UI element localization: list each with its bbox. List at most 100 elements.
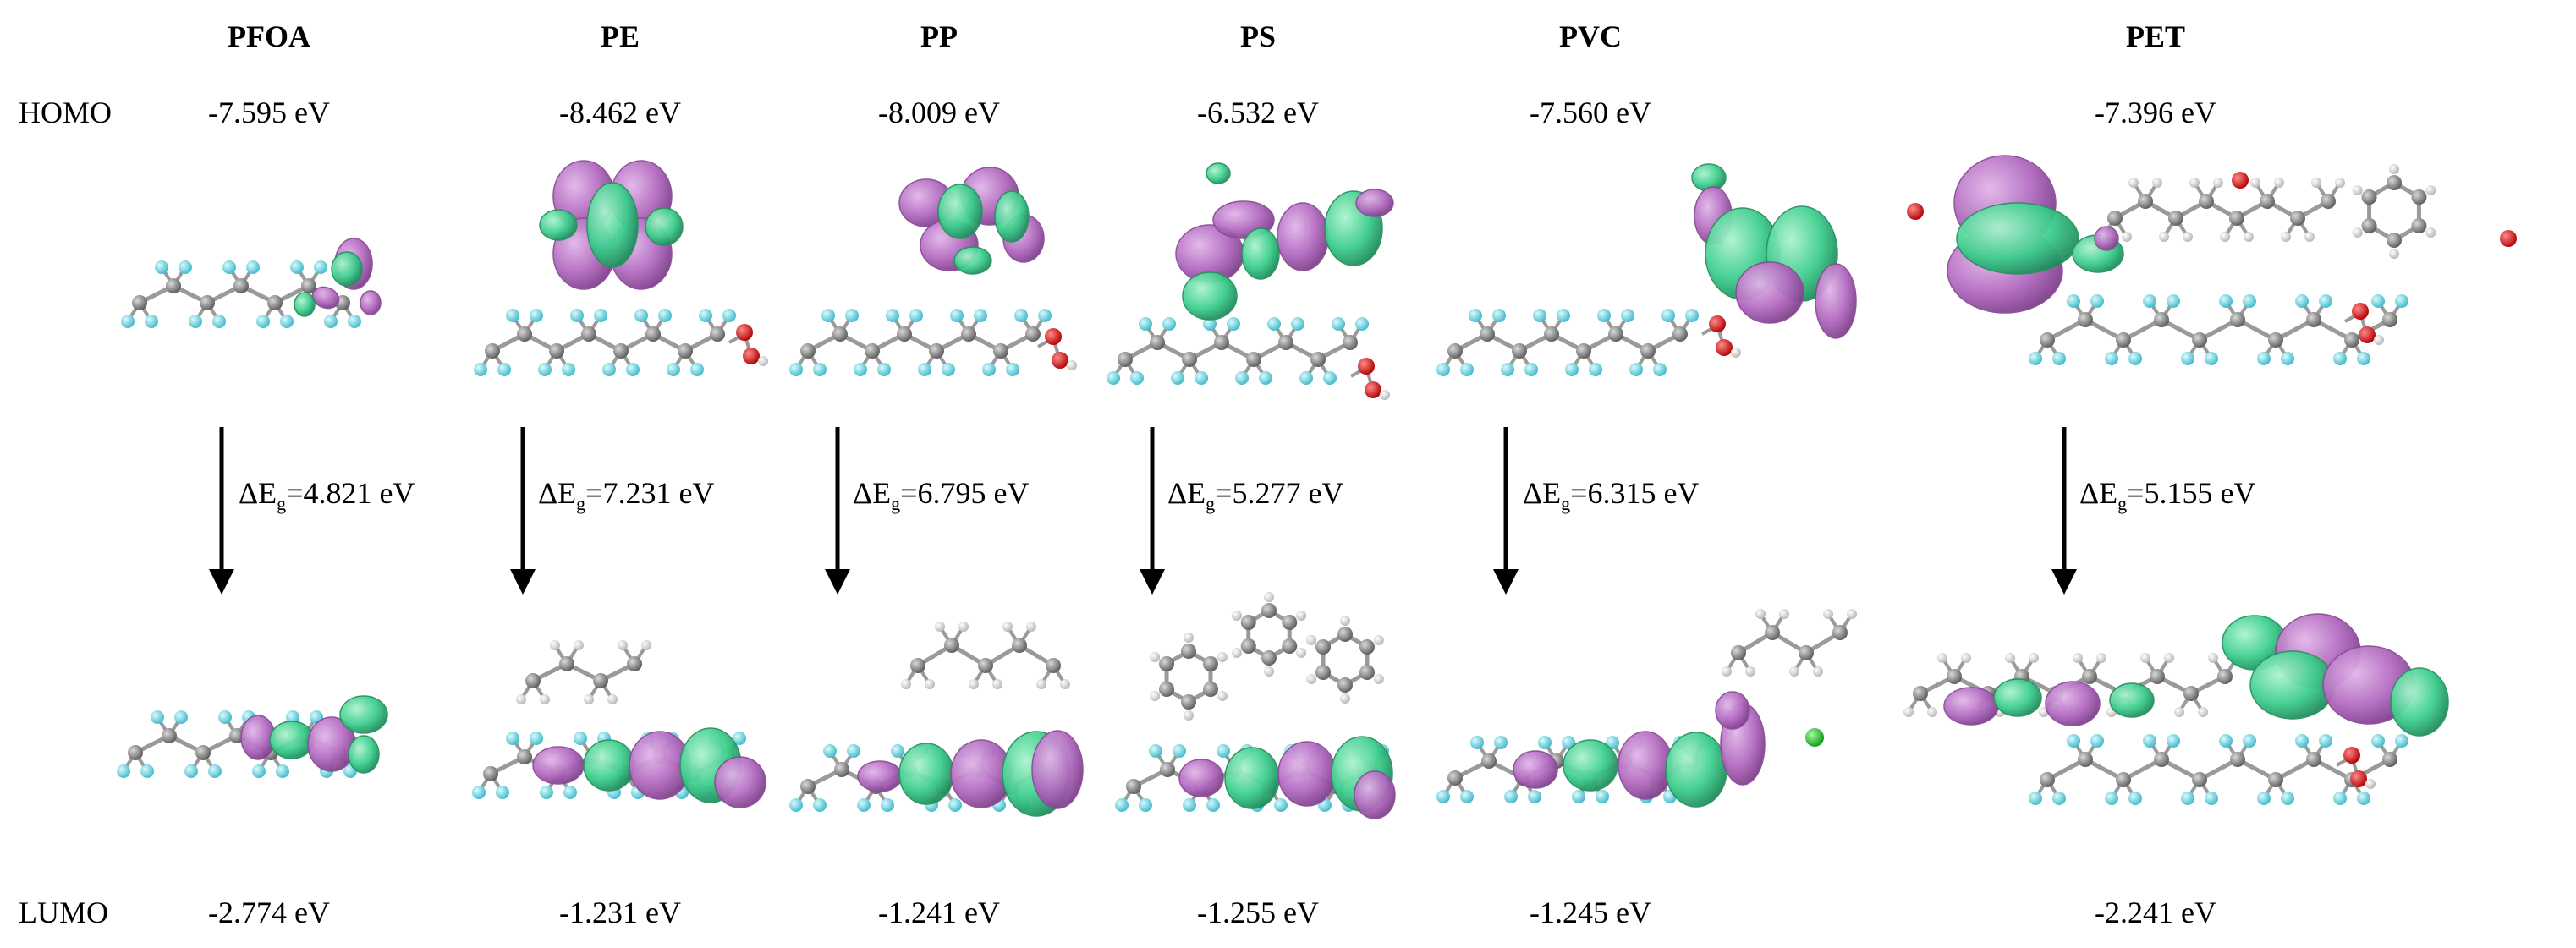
- fluorine-atom: [2357, 352, 2370, 365]
- fluorine-atom: [1460, 363, 1474, 376]
- hydrogen-atom: [2183, 232, 2193, 242]
- carbon-atom: [1181, 694, 1196, 710]
- carbon-atom: [1261, 650, 1277, 666]
- fluorine-atom: [574, 732, 587, 745]
- carbon-atom: [710, 326, 725, 342]
- hydrogen-atom: [2389, 164, 2399, 174]
- fluorine-atom: [1162, 317, 1176, 331]
- fluorine-atom: [1470, 736, 1484, 749]
- carbon-atom: [627, 656, 642, 671]
- fluorine-atom: [845, 309, 859, 322]
- fluorine-atom: [2052, 792, 2066, 805]
- carbon-atom: [1359, 639, 1375, 655]
- carbon-atom: [865, 343, 880, 359]
- hydrogen-atom: [2159, 232, 2169, 242]
- hydrogen-atom: [1823, 609, 1833, 619]
- fluorine-atom: [256, 315, 270, 328]
- carbon-atom: [2382, 312, 2397, 327]
- carbon-atom: [1447, 343, 1463, 359]
- fluorine-atom: [877, 363, 891, 376]
- hydrogen-atom: [2389, 249, 2399, 259]
- carbon-atom: [1315, 639, 1332, 655]
- fluorine-atom: [667, 363, 680, 376]
- orbital-lobe-positive: [898, 743, 954, 805]
- oxygen-atom: [1716, 339, 1733, 356]
- molecule-chain: [901, 622, 1070, 689]
- molecule-chain: [2029, 734, 2408, 805]
- fluorine-atom: [538, 363, 552, 376]
- fluorine-atom: [155, 260, 168, 274]
- carbon-atom: [2040, 332, 2055, 348]
- carbon-atom: [2078, 752, 2093, 767]
- hydrogen-atom: [1789, 666, 1799, 677]
- orbital-lobe-negative: [1735, 261, 1804, 324]
- lumo-energy-pet: -2.241 eV: [2095, 896, 2216, 929]
- carbon-atom: [162, 728, 177, 743]
- carbon-atom: [1240, 638, 1256, 654]
- hydrogen-atom: [758, 356, 768, 366]
- homo-energy-ps: -6.532 eV: [1197, 96, 1319, 129]
- orbital-lobe-positive: [1993, 678, 2042, 717]
- fluorine-atom: [602, 363, 616, 376]
- carbon-atom: [1126, 779, 1141, 794]
- orbital-lobe-negative: [360, 290, 382, 315]
- gap-prefix: ΔE: [2079, 476, 2118, 510]
- fluorine-atom: [1589, 363, 1602, 376]
- fluorine-atom: [2295, 734, 2309, 748]
- carbon-atom: [1832, 625, 1848, 640]
- carbon-atom: [517, 749, 532, 764]
- hydrogen-atom: [2122, 232, 2132, 242]
- fluorine-atom: [909, 309, 923, 322]
- carbon-atom: [1359, 665, 1375, 680]
- fluorine-atom: [1685, 309, 1699, 322]
- carbon-atom: [1160, 762, 1175, 777]
- fluorine-atom: [2167, 734, 2180, 748]
- carbon-atom: [1150, 335, 1165, 350]
- hydrogen-atom: [2365, 779, 2376, 789]
- carbon-atom: [2199, 194, 2214, 209]
- hydrogen-atom: [1937, 653, 1947, 663]
- oxygen-atom: [2352, 303, 2369, 320]
- fluorine-atom: [857, 798, 871, 812]
- fluorine-atom: [2143, 294, 2156, 308]
- fluorine-atom: [2219, 294, 2233, 308]
- orbital-lobe-positive: [586, 182, 639, 268]
- molecule-chain: [474, 309, 736, 376]
- pvc-lumo-structure: [1436, 609, 1857, 808]
- carbon-atom: [1337, 627, 1353, 642]
- carbon-atom: [2183, 686, 2199, 701]
- hydrogen-atom: [1813, 666, 1823, 677]
- hydrogen-atom: [540, 694, 550, 704]
- fluorine-atom: [530, 732, 543, 745]
- fluorine-atom: [2219, 734, 2233, 748]
- fluorine-atom: [2105, 352, 2118, 365]
- orbital-lobe-negative: [714, 756, 766, 808]
- column-title-ps: PS: [1239, 19, 1276, 53]
- fluorine-atom: [218, 710, 232, 724]
- gap-value: =5.155 eV: [2127, 476, 2256, 510]
- carbon-atom: [2229, 211, 2244, 226]
- fluorine-atom: [1291, 317, 1304, 331]
- carbon-atom: [1447, 770, 1463, 786]
- hydrogen-atom: [2213, 178, 2223, 188]
- fluorine-atom: [1562, 736, 1575, 749]
- fluorine-atom: [290, 260, 304, 274]
- hydrogen-atom: [2425, 227, 2436, 238]
- lumo-energy-pfoa: -2.774 eV: [208, 896, 330, 929]
- oxygen-atom: [1358, 358, 1375, 375]
- oxygen-atom: [1052, 352, 1068, 369]
- carboxyl-group: [2336, 747, 2376, 789]
- gap-value: =6.315 eV: [1570, 476, 1700, 510]
- fluorine-atom: [1436, 790, 1450, 803]
- fluorine-atom: [1171, 371, 1184, 385]
- hydrogen-atom: [1306, 674, 1317, 684]
- fluorine-atom: [1299, 371, 1313, 385]
- fluorine-atom: [2257, 352, 2271, 365]
- fluorine-atom: [540, 786, 553, 799]
- fluorine-atom: [2243, 294, 2256, 308]
- fluorine-atom: [789, 363, 803, 376]
- fluorine-atom: [2319, 734, 2332, 748]
- carbon-atom: [2361, 189, 2377, 205]
- hydrogen-atom: [1217, 691, 1228, 701]
- carbon-atom: [1012, 638, 1027, 653]
